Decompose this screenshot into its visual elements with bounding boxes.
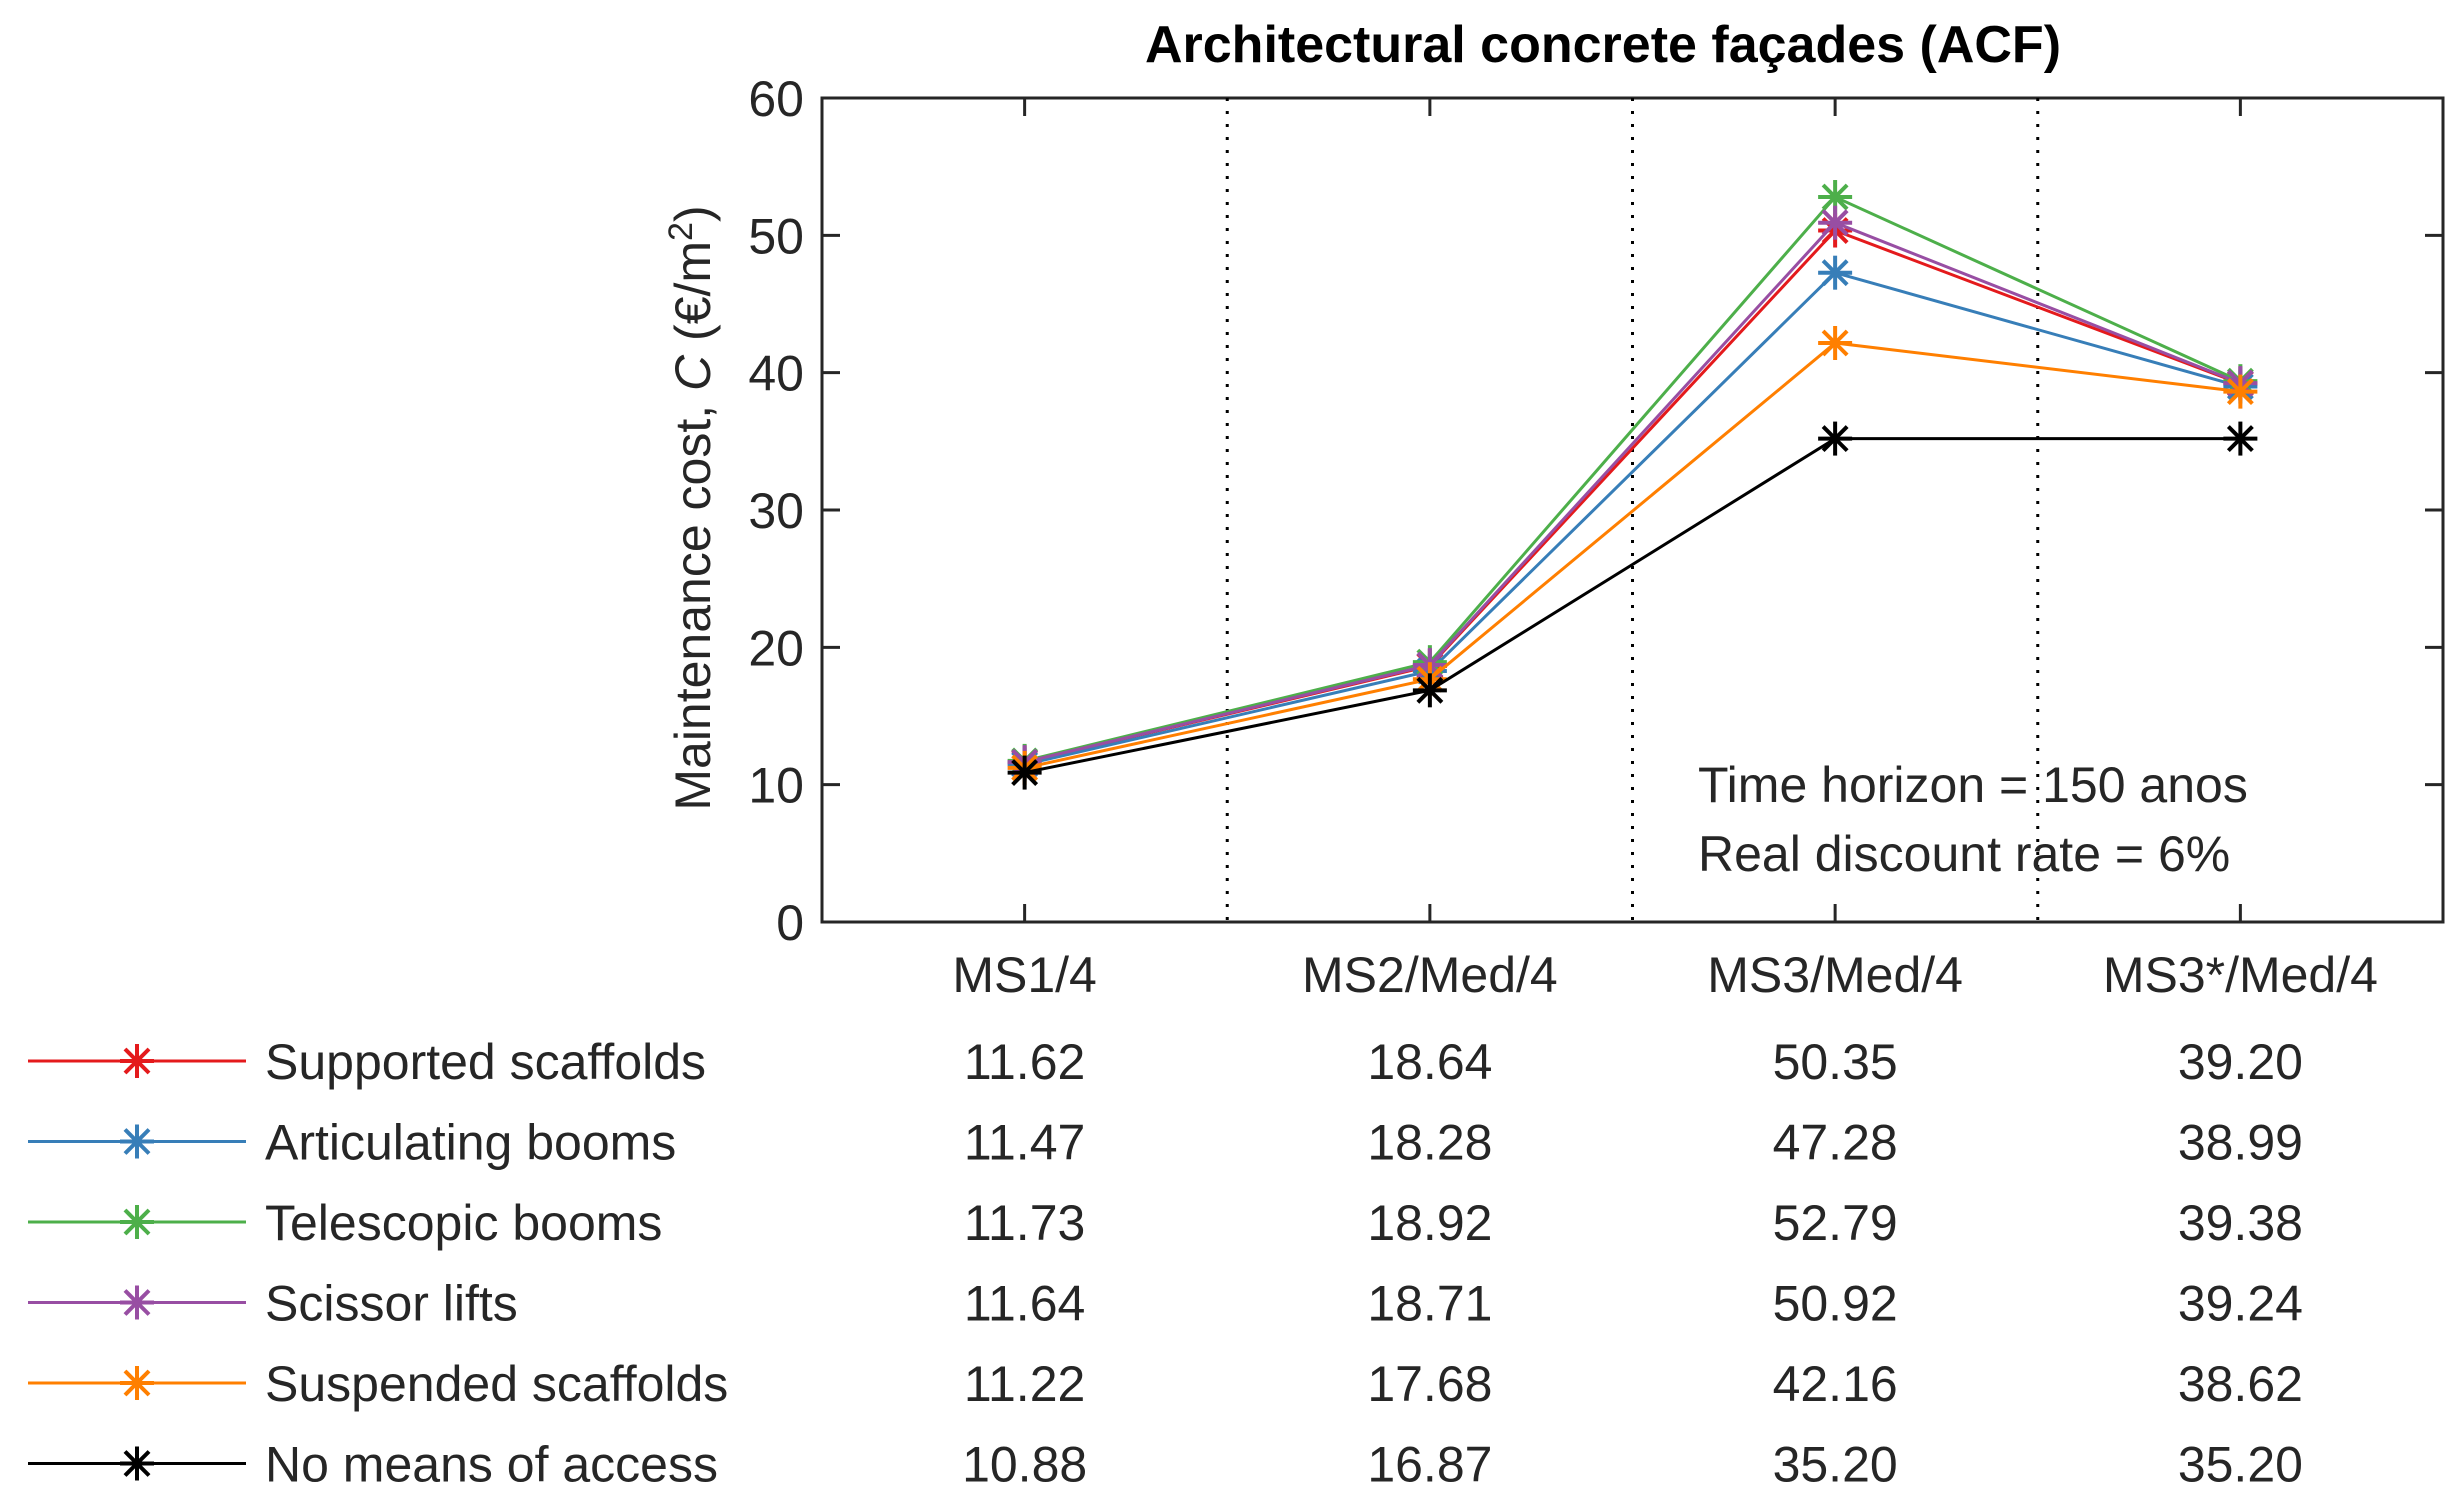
legend-label: Articulating booms (265, 1115, 676, 1171)
marker-stroke (123, 1289, 151, 1316)
marker-stroke (1416, 676, 1444, 704)
data-point (1818, 255, 1853, 290)
y-tick-label: 50 (748, 208, 804, 264)
table-value: 11.22 (964, 1356, 1085, 1412)
annotation-discount-rate: Real discount rate = 6% (1698, 826, 2230, 882)
legend-label: Scissor lifts (265, 1276, 518, 1332)
x-tick-label: MS3*/Med/4 (2103, 947, 2378, 1003)
marker-stroke (1821, 209, 1849, 237)
marker-stroke (123, 1047, 151, 1075)
legend-marker (120, 1366, 154, 1400)
table-value: 47.28 (1773, 1115, 1898, 1171)
y-tick-label: 0 (776, 895, 804, 951)
table-value: 38.99 (2178, 1115, 2303, 1171)
series-line (1024, 220, 2241, 764)
series-no-means-of-access (1007, 421, 2258, 790)
data-point (1818, 205, 1853, 240)
table-value: 35.20 (1773, 1437, 1898, 1491)
annotation-time-horizon: Time horizon = 150 anos (1698, 757, 2248, 813)
table-value: 42.16 (1773, 1356, 1898, 1412)
table-value: 18.92 (1367, 1195, 1492, 1251)
table-value: 18.64 (1367, 1034, 1492, 1090)
legend-row: Articulating booms 11.47 18.28 47.28 38.99 (28, 1115, 2303, 1171)
legend-marker (120, 1285, 154, 1320)
legend-marker (120, 1446, 154, 1481)
x-tick-label: MS2/Med/4 (1302, 947, 1558, 1003)
legend-marker (120, 1124, 154, 1159)
series-line (1024, 341, 2241, 770)
legend-row: Scissor lifts 11.64 18.71 50.92 39.24 (28, 1276, 2303, 1332)
legend-marker (120, 1044, 154, 1078)
marker-stroke (123, 1369, 151, 1397)
annotation-box: Time horizon = 150 anos Real discount ra… (1698, 757, 2248, 882)
table-value: 50.35 (1773, 1034, 1898, 1090)
table-value: 18.28 (1367, 1115, 1492, 1171)
table-value: 38.62 (2178, 1356, 2303, 1412)
marker-stroke (123, 1128, 151, 1155)
legend-table: Supported scaffolds 11.62 18.64 50.35 39.20 A… (28, 1034, 2303, 1491)
marker-stroke (1821, 425, 1849, 453)
table-value: 50.92 (1773, 1276, 1898, 1332)
marker-stroke (1821, 259, 1849, 287)
marker-stroke (2226, 425, 2254, 453)
y-tick-label: 30 (748, 483, 804, 539)
y-axis-label-prefix: Maintenance cost, (665, 391, 721, 811)
y-axis-label-superscript: 2 (662, 222, 700, 241)
table-value: 17.68 (1367, 1356, 1492, 1412)
legend-row: Supported scaffolds 11.62 18.64 50.35 39.20 (28, 1034, 2303, 1090)
y-axis-label-unit: (€/m (665, 241, 721, 355)
table-value: 11.73 (964, 1195, 1085, 1251)
y-axis-label-variable: C (665, 354, 721, 391)
data-point (2223, 374, 2258, 409)
legend-label: Telescopic booms (265, 1195, 662, 1251)
series-scissor-lifts (1007, 205, 2258, 780)
table-value: 11.64 (964, 1276, 1085, 1332)
data-point (1818, 326, 1853, 361)
data-point (2223, 421, 2258, 456)
table-value: 11.47 (964, 1115, 1085, 1171)
table-value: 35.20 (2178, 1437, 2303, 1491)
y-axis-label: Maintenance cost, C (€/m2) (662, 205, 721, 810)
chart-title: Architectural concrete façades (ACF) (1145, 16, 2061, 74)
data-point (1818, 421, 1853, 456)
table-value: 39.20 (2178, 1034, 2303, 1090)
marker-stroke (2226, 378, 2254, 406)
table-value: 39.38 (2178, 1195, 2303, 1251)
table-value: 18.71 (1367, 1276, 1492, 1332)
series-suspended-scaffolds (1007, 326, 2258, 785)
y-axis-label-close: ) (665, 205, 721, 222)
marker-stroke (123, 1208, 151, 1236)
marker-stroke (1011, 759, 1039, 787)
table-value: 11.62 (964, 1034, 1085, 1090)
y-tick-label: 20 (748, 620, 804, 676)
series-supported-scaffolds (1007, 213, 2258, 780)
legend-row: No means of access 10.88 16.87 35.20 35.20 (28, 1437, 2303, 1491)
legend-label: Supported scaffolds (265, 1034, 706, 1090)
legend-label: Suspended scaffolds (265, 1356, 728, 1412)
y-tick-label: 10 (748, 758, 804, 814)
table-value: 16.87 (1367, 1437, 1492, 1491)
y-tick-label: 40 (748, 346, 804, 402)
series-line (1024, 195, 2241, 763)
legend-marker (120, 1205, 154, 1239)
marker-stroke (1821, 183, 1849, 211)
table-value: 10.88 (962, 1437, 1087, 1491)
x-tick-label: MS3/Med/4 (1707, 947, 1963, 1003)
legend-label: No means of access (265, 1437, 718, 1491)
x-tick-label: MS1/4 (952, 947, 1097, 1003)
table-value: 39.24 (2178, 1276, 2303, 1332)
legend-row: Telescopic booms 11.73 18.92 52.79 39.38 (28, 1195, 2303, 1251)
data-point (1007, 755, 1042, 790)
plot-area: 0 10 20 30 40 50 60 MS1/4 MS2/Med/4 MS3/Med/4 MS3*… (748, 71, 2445, 1003)
marker-stroke (123, 1450, 151, 1477)
table-value: 52.79 (1773, 1195, 1898, 1251)
legend-row: Suspended scaffolds 11.22 17.68 42.16 38.62 (28, 1356, 2303, 1412)
series-line (1024, 437, 2241, 775)
y-tick-label: 60 (748, 71, 804, 127)
data-point (1412, 673, 1447, 708)
marker-stroke (1821, 329, 1849, 357)
series-line (1024, 271, 2241, 766)
